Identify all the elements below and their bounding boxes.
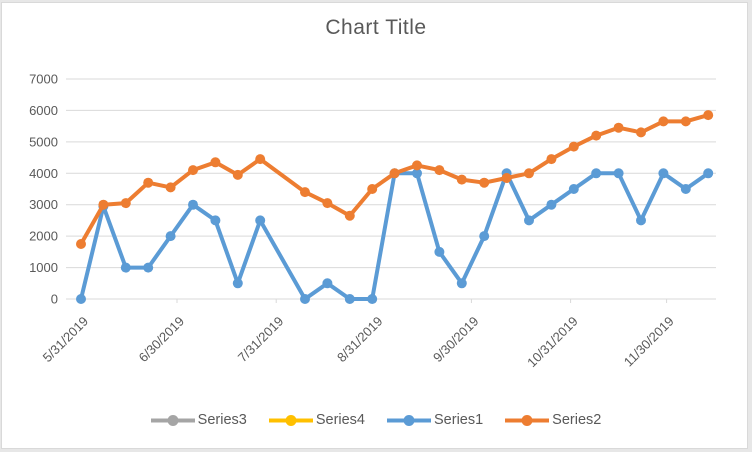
data-point-marker[interactable]: [322, 198, 333, 209]
data-point-marker[interactable]: [703, 110, 714, 121]
data-point-marker[interactable]: [636, 127, 646, 138]
series-series2[interactable]: [76, 110, 714, 249]
data-point-marker[interactable]: [591, 130, 602, 141]
line-marker-icon: [268, 414, 313, 426]
data-point-marker[interactable]: [255, 215, 266, 226]
y-axis-label: 7000: [29, 72, 58, 87]
x-axis-label: 9/30/2019: [430, 314, 482, 366]
data-point-marker[interactable]: [300, 294, 310, 304]
legend: Series3 Series4 Series1 Series2: [0, 407, 752, 433]
data-point-marker[interactable]: [120, 262, 131, 273]
data-point-marker[interactable]: [210, 157, 221, 168]
data-point-marker[interactable]: [76, 239, 86, 249]
data-point-marker[interactable]: [412, 160, 422, 171]
data-point-marker[interactable]: [76, 294, 86, 304]
legend-item-series2[interactable]: Series2: [505, 412, 601, 428]
y-axis-label: 4000: [29, 166, 58, 181]
data-point-marker[interactable]: [680, 184, 691, 194]
data-point-marker[interactable]: [412, 168, 422, 179]
data-point-marker[interactable]: [613, 122, 624, 133]
data-point-marker[interactable]: [98, 199, 109, 210]
x-axis-label: 11/30/2019: [621, 314, 677, 370]
legend-item-series4[interactable]: Series4: [268, 412, 365, 428]
data-point-marker[interactable]: [703, 168, 714, 179]
y-axis-label: 6000: [29, 103, 58, 118]
data-point-marker[interactable]: [232, 278, 243, 289]
data-point-marker[interactable]: [456, 278, 467, 289]
data-point-marker[interactable]: [546, 199, 557, 210]
data-point-marker[interactable]: [524, 215, 534, 226]
y-axis-label: 1000: [29, 260, 58, 275]
data-point-marker[interactable]: [546, 154, 557, 165]
data-point-marker[interactable]: [658, 116, 669, 127]
data-point-marker[interactable]: [367, 184, 378, 194]
legend-label: Series4: [315, 412, 365, 428]
data-point-marker[interactable]: [120, 198, 131, 209]
data-point-marker[interactable]: [568, 141, 579, 152]
data-point-marker[interactable]: [479, 231, 490, 242]
x-axis-label: 10/31/2019: [524, 314, 581, 371]
data-point-marker[interactable]: [188, 165, 198, 176]
x-axis-label: 5/31/2019: [40, 314, 92, 366]
data-point-marker[interactable]: [367, 294, 378, 304]
chart-title: Chart Title: [325, 16, 427, 39]
data-point-marker[interactable]: [210, 215, 221, 226]
legend-label: Series1: [434, 412, 484, 428]
data-point-marker[interactable]: [322, 278, 333, 289]
data-point-marker[interactable]: [568, 184, 579, 194]
data-point-marker[interactable]: [591, 168, 602, 179]
data-point-marker[interactable]: [479, 177, 490, 188]
series-line[interactable]: [79, 171, 711, 301]
y-axis-label: 5000: [29, 134, 58, 149]
legend-item-series3[interactable]: Series3: [150, 412, 247, 428]
x-axis-label: 8/31/2019: [334, 314, 386, 366]
data-point-marker[interactable]: [613, 168, 624, 179]
data-point-marker[interactable]: [143, 262, 154, 273]
legend-label: Series2: [552, 412, 602, 428]
legend-label: Series3: [197, 412, 247, 428]
data-point-marker[interactable]: [165, 182, 176, 193]
y-axis-label: 3000: [29, 197, 58, 212]
data-point-marker[interactable]: [188, 199, 198, 210]
data-point-marker[interactable]: [165, 231, 176, 242]
x-axis-label: 6/30/2019: [136, 314, 188, 366]
data-point-marker[interactable]: [300, 187, 310, 198]
data-point-marker[interactable]: [232, 169, 243, 180]
data-point-marker[interactable]: [344, 210, 355, 221]
data-point-marker[interactable]: [344, 294, 355, 304]
data-point-marker[interactable]: [434, 246, 445, 257]
data-point-marker[interactable]: [389, 168, 400, 179]
line-marker-icon: [150, 414, 195, 426]
data-point-marker[interactable]: [680, 116, 691, 127]
data-point-marker[interactable]: [434, 165, 445, 176]
data-point-marker[interactable]: [658, 168, 669, 179]
series-line[interactable]: [79, 113, 711, 246]
data-point-marker[interactable]: [524, 168, 534, 179]
data-point-marker[interactable]: [255, 154, 266, 165]
data-point-marker[interactable]: [143, 177, 154, 188]
data-point-marker[interactable]: [636, 215, 646, 226]
data-point-marker[interactable]: [501, 173, 512, 183]
y-axis-label: 0: [51, 292, 58, 307]
line-marker-icon: [387, 414, 431, 426]
legend-item-series1[interactable]: Series1: [387, 412, 483, 428]
y-axis-label: 2000: [29, 229, 58, 244]
line-marker-icon: [505, 414, 550, 426]
x-axis-label: 7/31/2019: [235, 314, 287, 366]
data-point-marker[interactable]: [456, 174, 467, 185]
